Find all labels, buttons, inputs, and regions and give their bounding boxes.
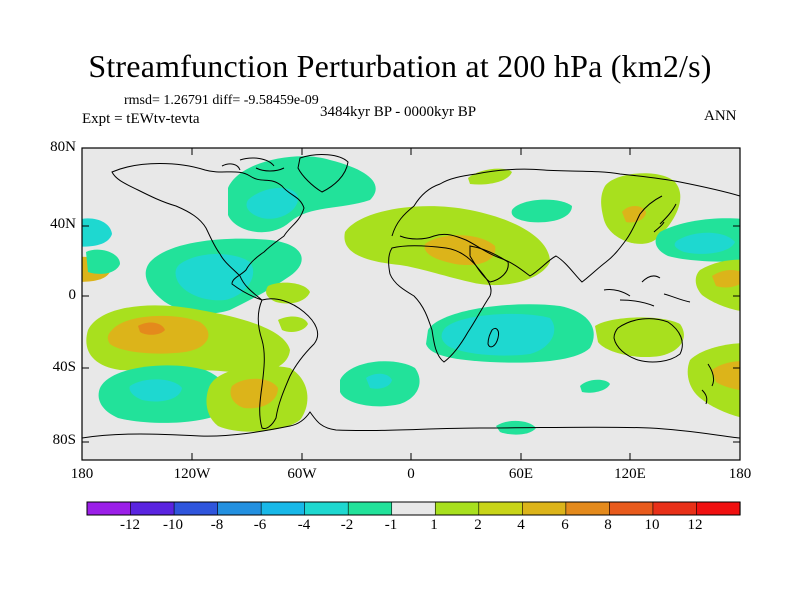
- contour-region: [468, 168, 512, 185]
- contour-region: [86, 249, 120, 274]
- colorbar-label: 1: [430, 517, 438, 533]
- colorbar-label: -8: [210, 517, 224, 533]
- coastline-madagascar: [487, 327, 499, 348]
- colorbar-box: [304, 501, 349, 516]
- colorbar-box: [434, 501, 480, 516]
- period-label: 3484kyr BP - 0000kyr BP: [320, 104, 477, 120]
- colorbar-box: [522, 501, 567, 516]
- colorbar-label: 4: [517, 517, 525, 533]
- contour-region: [278, 316, 308, 332]
- colorbar-box: [217, 501, 262, 516]
- colorbar-frame: [86, 501, 741, 516]
- coastline-africa: [388, 245, 492, 363]
- colorbar-label: -2: [340, 517, 354, 533]
- coastline-south-america: [257, 298, 319, 429]
- colorbar-label: -1: [384, 517, 398, 533]
- colorbar: [86, 501, 741, 516]
- colorbar-label: -4: [297, 517, 311, 533]
- lon-label: 60E: [508, 466, 534, 482]
- colorbar-box: [173, 501, 219, 516]
- colorbar-label: -12: [120, 517, 140, 533]
- lon-label: 180: [728, 466, 752, 482]
- coastline-north-america: [111, 163, 305, 301]
- colorbar-box: [86, 501, 132, 516]
- colorbar-label: -6: [253, 517, 267, 533]
- axis-ticks: [81, 147, 741, 460]
- colorbar-label: 6: [561, 517, 569, 533]
- lon-label: 180: [70, 466, 94, 482]
- contour-region: [266, 282, 310, 304]
- lat-label: 40N: [50, 216, 76, 232]
- colorbar-box: [391, 501, 436, 516]
- lat-label: 80S: [52, 432, 76, 448]
- colorbar-label: 10: [644, 517, 660, 533]
- colorbar-label: 8: [604, 517, 612, 533]
- coastline-arabia: [469, 245, 509, 283]
- coastline-new-zealand: [701, 363, 715, 405]
- colorbar-box: [565, 501, 610, 516]
- contour-region: [424, 235, 496, 266]
- contour-region: [138, 322, 165, 335]
- contour-region: [712, 270, 740, 288]
- colorbar-label: -10: [163, 517, 183, 533]
- rmsd-stats: rmsd= 1.26791 diff= -9.58459e-09: [124, 93, 319, 108]
- contour-region: [129, 379, 182, 402]
- colorbar-label: 2: [474, 517, 482, 533]
- colorbar-box: [130, 501, 175, 516]
- contour-region: [580, 379, 610, 393]
- contour-region: [175, 254, 254, 301]
- colorbar-label: 12: [687, 517, 703, 533]
- coastline-se-asia-islands: [603, 275, 691, 307]
- coastline-australia: [613, 318, 683, 363]
- contour-region: [230, 378, 278, 409]
- contour-region: [366, 373, 392, 389]
- lon-label: 60W: [287, 466, 317, 482]
- coastline-eurasia: [391, 168, 740, 283]
- contour-region: [82, 218, 112, 247]
- lat-label: 80N: [50, 139, 76, 155]
- contour-region: [246, 187, 299, 219]
- lat-label: 0: [68, 287, 77, 303]
- colorbar-box: [478, 501, 523, 516]
- colorbar-box: [260, 501, 306, 516]
- colorbar-box: [652, 501, 698, 516]
- contour-region: [622, 206, 646, 223]
- coastlines: [82, 154, 740, 439]
- season-label: ANN: [704, 108, 737, 124]
- coastline-arctic-islands: [221, 157, 285, 172]
- contour-region: [674, 232, 735, 254]
- colorbar-box: [347, 501, 393, 516]
- colorbar-boxes: [86, 501, 741, 516]
- experiment-label: Expt = tEWtv-tevta: [82, 111, 200, 127]
- colorbar-box: [696, 501, 741, 516]
- coastline-antarctica: [82, 411, 740, 439]
- coastline-japan: [653, 203, 677, 233]
- lon-label: 120W: [173, 466, 211, 482]
- contour-region: [107, 315, 209, 354]
- contour-region: [511, 199, 572, 223]
- contour-region: [441, 313, 555, 356]
- contour-field: [82, 148, 740, 460]
- colorbar-box: [609, 501, 654, 516]
- lon-label: 0: [407, 466, 415, 482]
- lon-label: 120E: [614, 466, 646, 482]
- coastline-greenland: [297, 154, 349, 193]
- lat-label: 40S: [52, 359, 76, 375]
- map-title: Streamfunction Perturbation at 200 hPa (…: [88, 48, 712, 84]
- contour-region: [595, 317, 684, 358]
